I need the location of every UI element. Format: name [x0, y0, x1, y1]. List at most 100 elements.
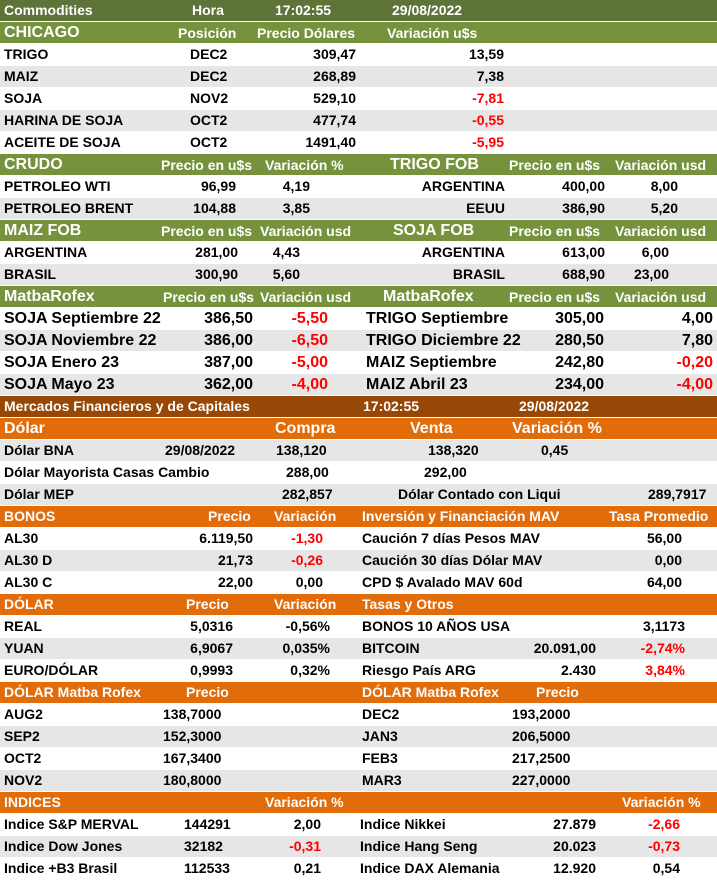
trigofob-col-precio: Precio en u$s [509, 157, 601, 173]
indices-right-row-variation: -2,66 [648, 816, 680, 832]
header-time: 17:02:55 [275, 2, 332, 18]
header-date: 29/08/2022 [392, 2, 463, 18]
chicago-row: MAIZ DEC2 268,89 7,38 [0, 66, 717, 88]
tasas-row-variation: -2,74% [640, 640, 685, 656]
crudo-col-precio: Precio en u$s [161, 157, 253, 173]
indices-left-row-value: 144291 [184, 816, 231, 832]
maizfob-sojafob-header: MAIZ FOB Precio en u$s Variación usd SOJ… [0, 220, 717, 242]
maizfob-row-variation: 4,43 [272, 244, 300, 260]
matba-dolar-left-col-precio: Precio [186, 684, 229, 700]
trigofob-row-variation: 5,20 [650, 200, 678, 216]
dolar2-row-price: 6,9067 [190, 640, 233, 656]
sojafob-row-name: ARGENTINA [421, 244, 505, 260]
sojafob-row-variation: 23,00 [633, 266, 669, 282]
dolar2-row-variation: 0,32% [290, 662, 330, 678]
crudo-row-variation: 4,19 [282, 178, 310, 194]
indices-left-row-value: 32182 [184, 838, 223, 854]
matba-left-row-price: 386,00 [204, 332, 253, 349]
dolar-bna-label: Dólar BNA [4, 442, 75, 458]
bonos-row-price: 22,00 [217, 574, 253, 590]
chicago-row-price: 477,74 [313, 112, 356, 128]
indices-row: Indice +B3 Brasil 112533 0,21 Indice DAX Al… [0, 858, 717, 880]
crudo-title: CRUDO [4, 156, 63, 173]
matbarofex-header: MatbaRofex Precio en u$s Variación usd M… [0, 286, 717, 308]
crudo-row-name: PETROLEO WTI [4, 178, 111, 194]
indices-right-row-name: Indice Hang Seng [360, 838, 478, 854]
tasas-row-name: Riesgo País ARG [362, 662, 476, 678]
matba-dolar-left-row-price: 152,3000 [163, 728, 222, 744]
dolar-bna-date: 29/08/2022 [165, 442, 236, 458]
trigofob-title: TRIGO FOB [390, 156, 479, 173]
matba-dolar-left-row-price: 167,3400 [163, 750, 222, 766]
matba-dolar-row: AUG2 138,7000 DEC2 193,2000 [0, 704, 717, 726]
matba-dolar-right-row-name: JAN3 [362, 728, 398, 744]
trigofob-row-name: ARGENTINA [421, 178, 505, 194]
chicago-row-price: 309,47 [313, 46, 356, 62]
bonos-mav-row: AL30 C 22,00 0,00 CPD $ Avalado MAV 60d 64,0… [0, 572, 717, 594]
chicago-row-name: ACEITE DE SOJA [4, 134, 121, 150]
chicago-row-position: DEC2 [190, 46, 228, 62]
matba-dolar-left-row-price: 180,8000 [163, 772, 222, 788]
chicago-row-position: OCT2 [190, 134, 228, 150]
chicago-row: SOJA NOV2 529,10 -7,81 [0, 88, 717, 110]
maizfob-col-variacion: Variación usd [260, 223, 352, 239]
chicago-col-variacion: Variación u$s [387, 25, 478, 41]
maizfob-sojafob-row: BRASIL 300,90 5,60 BRASIL 688,90 23,00 [0, 264, 717, 286]
matba-left-row-variation: -6,50 [291, 332, 328, 349]
indices-left-col-variacion: Variación % [265, 794, 344, 810]
matba-left-row-variation: -4,00 [291, 376, 328, 393]
indices-left-row-name: Indice +B3 Brasil [4, 860, 118, 876]
dolar2-tasas-row: EURO/DÓLAR 0,9993 0,32% Riesgo País ARG 2.43… [0, 660, 717, 682]
bonos-col-precio: Precio [208, 508, 251, 524]
matba-dolar-right-row-price: 206,5000 [512, 728, 571, 744]
indices-right-row-value: 27.879 [553, 816, 596, 832]
chicago-row-name: MAIZ [4, 68, 39, 84]
dolar-bna-row: Dólar BNA 29/08/2022 138,120 138,320 0,4… [0, 440, 717, 462]
matba-right-col-precio: Precio en u$s [509, 289, 601, 305]
dolar2-col-precio: Precio [186, 596, 229, 612]
tasas-row-name: BITCOIN [362, 640, 420, 656]
matba-right-row-variation: 4,00 [681, 310, 713, 327]
dolar2-col-variacion: Variación [274, 596, 337, 612]
trigofob-col-variacion: Variación usd [615, 157, 707, 173]
matba-dolar-right-row-name: FEB3 [362, 750, 398, 766]
matba-left-row-name: SOJA Enero 23 [4, 354, 120, 371]
matba-left-row-price: 362,00 [204, 376, 253, 393]
dolar-col-variacion: Variación % [512, 420, 602, 437]
chicago-row-price: 529,10 [313, 90, 356, 106]
sojafob-row-name: BRASIL [452, 266, 505, 282]
chicago-row: HARINA DE SOJA OCT2 477,74 -0,55 [0, 110, 717, 132]
dolar2-row-name: YUAN [4, 640, 44, 656]
trigofob-row-price: 400,00 [562, 178, 605, 194]
matba-right-row-name: TRIGO Diciembre 22 [366, 332, 521, 349]
crudo-trigofob-row: PETROLEO WTI 96,99 4,19 ARGENTINA 400,00 8,00 [0, 176, 717, 198]
bonos-mav-row: AL30 D 21,73 -0,26 Caución 30 días Dólar MA… [0, 550, 717, 572]
bonos-row-name: AL30 [4, 530, 39, 546]
matbarofex-row: SOJA Mayo 23 362,00 -4,00 MAIZ Abril 23 234,… [0, 374, 717, 396]
tasas-row-name: BONOS 10 AÑOS USA [362, 618, 511, 634]
matba-left-row-name: SOJA Noviembre 22 [4, 332, 157, 349]
indices-left-row-name: Indice S&P MERVAL [4, 816, 139, 832]
matba-dolar-left-title: DÓLAR Matba Rofex [4, 684, 141, 700]
dolar-mep-row: Dólar MEP 282,857 Dólar Contado con Liqu… [0, 484, 717, 506]
trigofob-row-price: 386,90 [562, 200, 605, 216]
chicago-row-name: TRIGO [4, 46, 49, 62]
bonos-row-name: AL30 D [4, 552, 53, 568]
crudo-trigofob-row: PETROLEO BRENT 104,88 3,85 EEUU 386,90 5,20 [0, 198, 717, 220]
matba-left-col-variacion: Variación usd [260, 289, 352, 305]
dolar2-tasas-row: YUAN 6,9067 0,035% BITCOIN 20.091,00 -2,74% [0, 638, 717, 660]
indices-row: Indice S&P MERVAL 144291 2,00 Indice Nikkei… [0, 814, 717, 836]
matba-dolar-right-row-price: 193,2000 [512, 706, 571, 722]
dolar2-tasas-header: DÓLAR Precio Variación Tasas y Otros [0, 594, 717, 616]
sojafob-col-precio: Precio en u$s [509, 223, 601, 239]
matbarofex-row: SOJA Noviembre 22 386,00 -6,50 TRIGO Diciem… [0, 330, 717, 352]
crudo-row-price: 96,99 [200, 178, 236, 194]
bonos-mav-header: BONOS Precio Variación Inversión y Finan… [0, 506, 717, 528]
matba-right-row-price: 305,00 [555, 310, 604, 327]
tasas-row-value: 20.091,00 [533, 640, 596, 656]
bonos-row-price: 21,73 [217, 552, 253, 568]
maizfob-row-price: 300,90 [195, 266, 238, 282]
matba-dolar-row: NOV2 180,8000 MAR3 227,0000 [0, 770, 717, 792]
dolar-mayorista-row: Dólar Mayorista Casas Cambio 288,00 292,… [0, 462, 717, 484]
dolar-bna-venta: 138,320 [428, 442, 479, 458]
